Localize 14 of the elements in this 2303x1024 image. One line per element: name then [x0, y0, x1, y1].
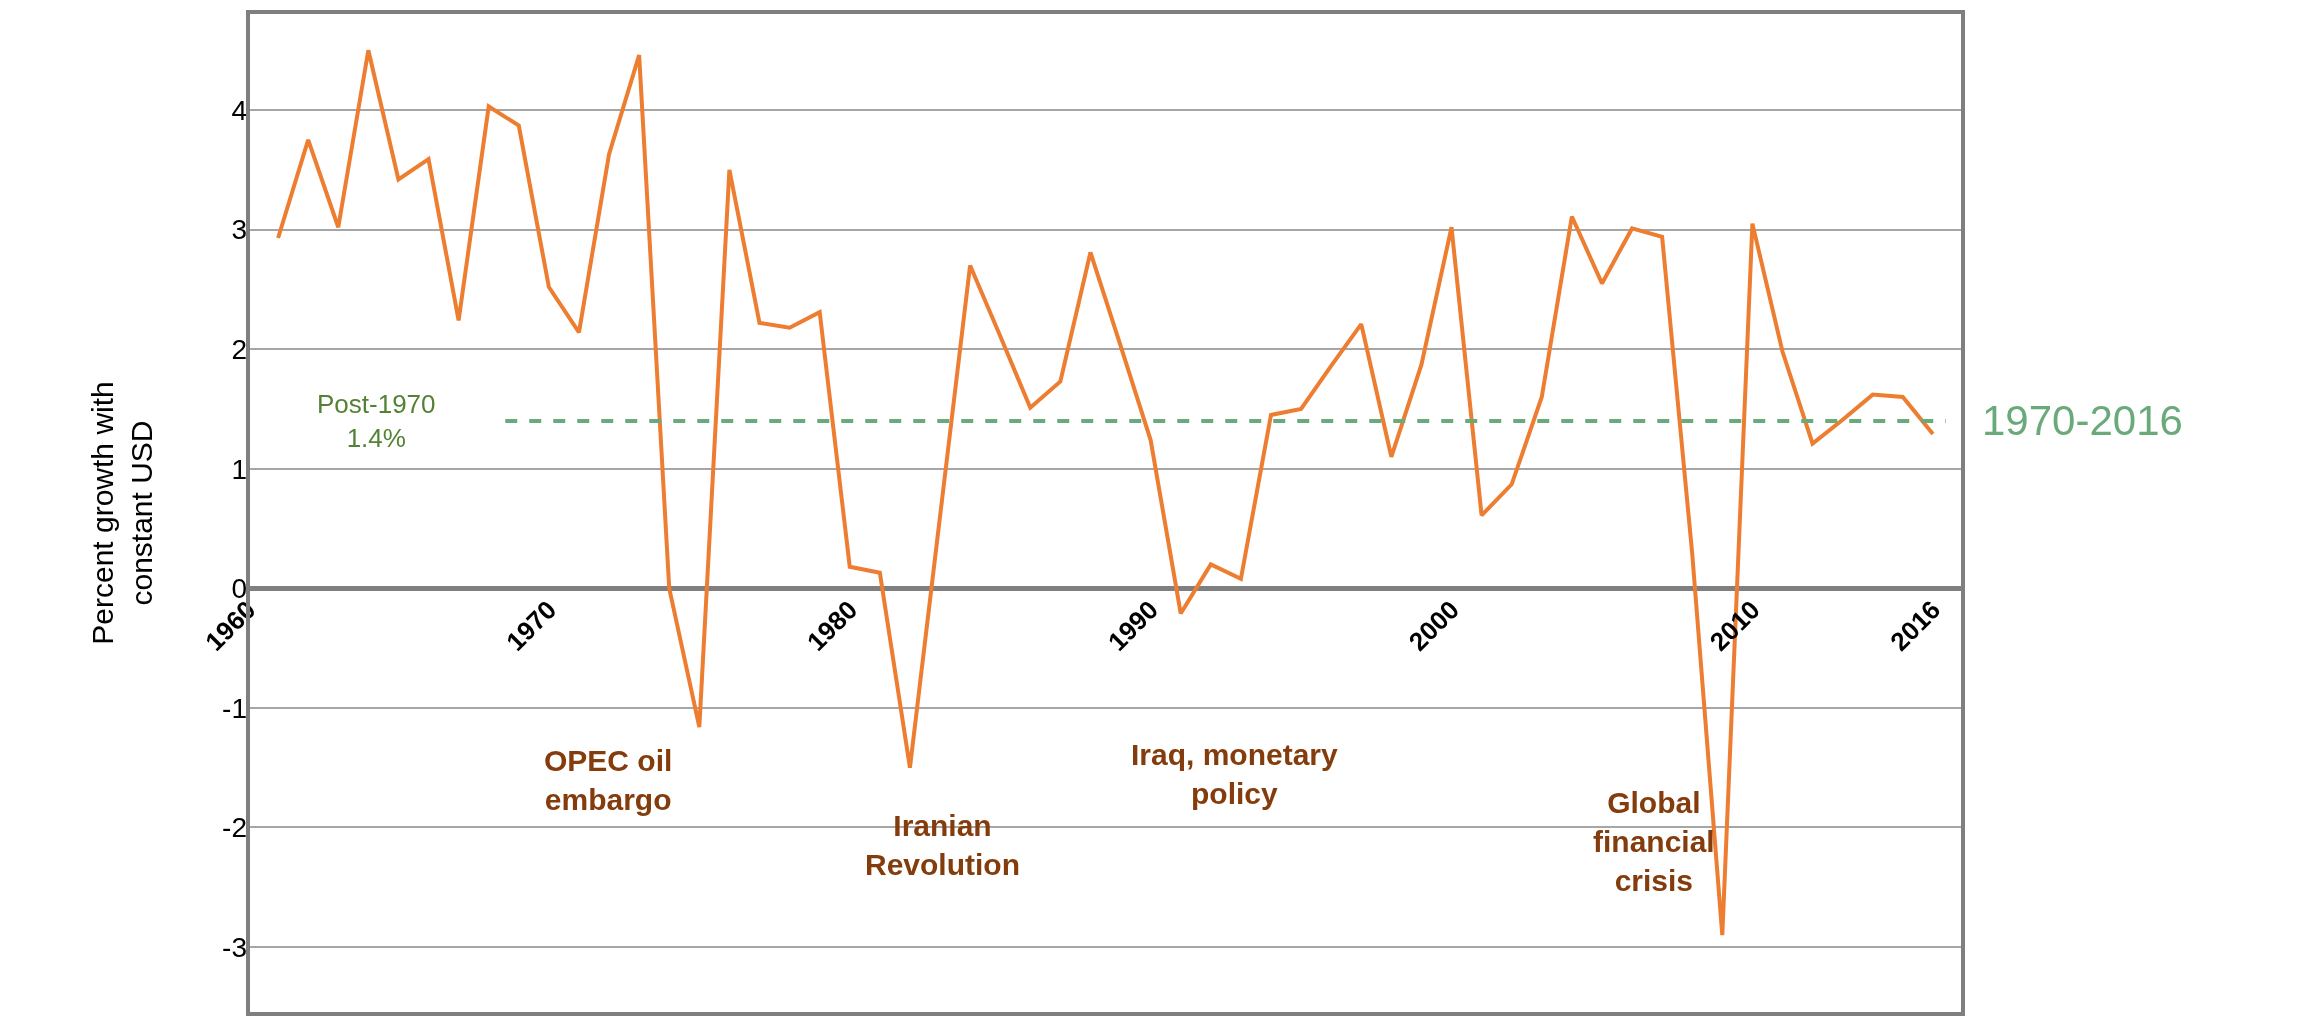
y-axis-title: Percent growth with constant USD: [86, 381, 159, 645]
annotation: Iraq, monetary policy: [1131, 738, 1339, 810]
y-tick-label: -1: [222, 692, 247, 724]
annotation: OPEC oil embargo: [544, 744, 673, 816]
text: 1970-2016: [1982, 397, 2183, 444]
y-tick-label: -2: [222, 812, 247, 844]
y-tick-label: 1: [231, 453, 247, 485]
y-tick-label: -3: [222, 931, 247, 963]
annotation: Global financial crisis: [1593, 786, 1715, 897]
y-tick-label: 3: [231, 214, 247, 246]
ref-line-label: Post-1970 1.4%: [317, 389, 436, 453]
annotation: Iranian Revolution: [865, 809, 1020, 881]
y-tick-label: 2: [231, 333, 247, 365]
y-tick-label: 4: [231, 94, 247, 126]
